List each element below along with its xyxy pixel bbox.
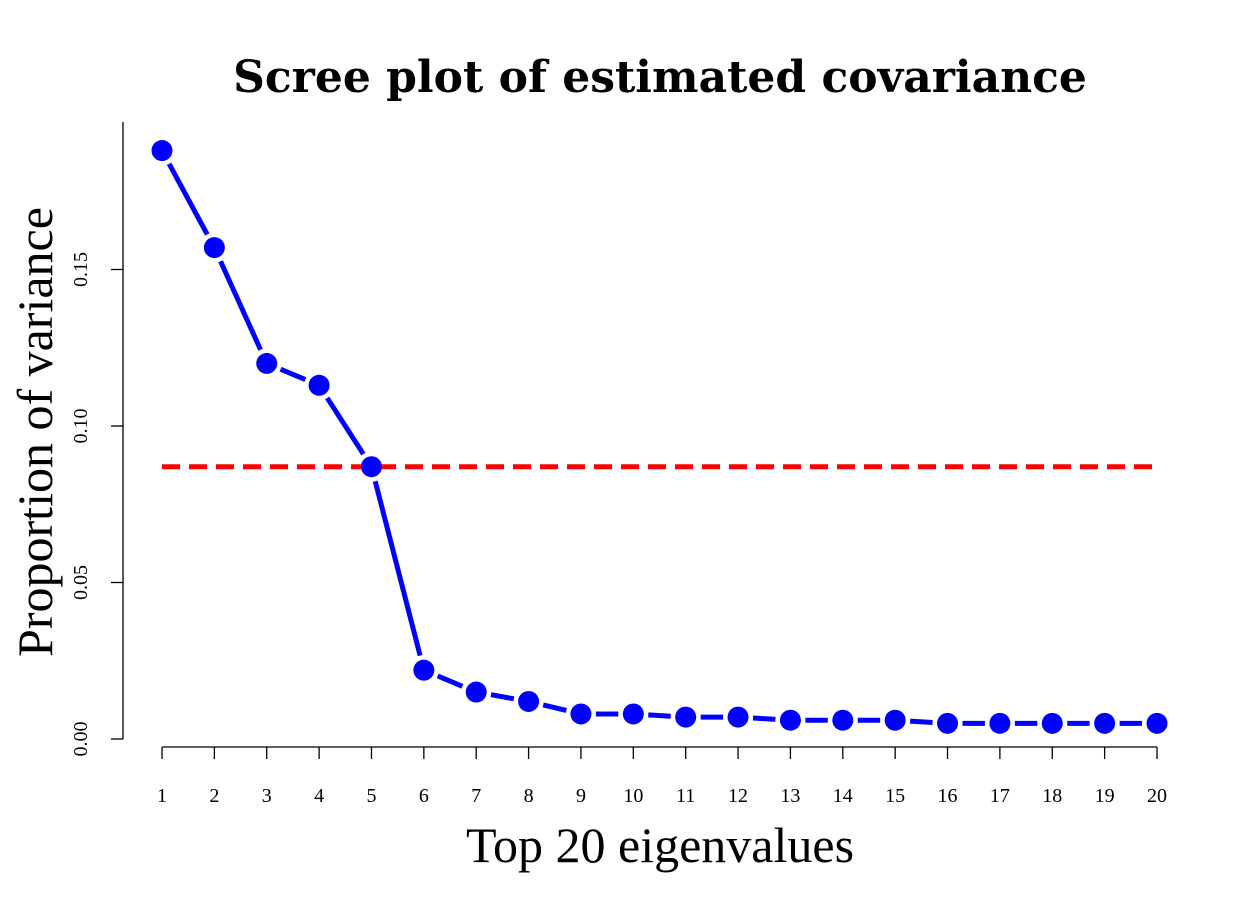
data-point: [989, 712, 1011, 734]
data-point: [360, 456, 382, 478]
x-tick-label: 5: [366, 785, 376, 807]
series-line-segment: [436, 673, 464, 689]
series-line-segment: [490, 692, 515, 702]
x-tick-label: 13: [780, 785, 800, 807]
y-axis-label: Proportion of variance: [7, 207, 63, 657]
data-point: [779, 709, 801, 731]
x-tick-label: 17: [990, 785, 1010, 807]
data-point: [1094, 712, 1116, 734]
data-point: [884, 709, 906, 731]
x-tick-label: 6: [419, 785, 429, 807]
data-point: [570, 703, 592, 725]
x-tick-label: 14: [833, 785, 853, 807]
x-tick-label: 15: [885, 785, 905, 807]
y-tick-label: 0.00: [70, 722, 92, 757]
series-line-segment: [648, 712, 671, 719]
data-point: [256, 352, 278, 374]
data-point: [937, 712, 959, 734]
x-tick-label: 2: [209, 785, 219, 807]
x-tick-label: 11: [676, 785, 695, 807]
data-point: [203, 237, 225, 259]
x-tick-label: 3: [262, 785, 272, 807]
series-line-segment: [909, 718, 933, 725]
data-point: [832, 709, 854, 731]
series-line-segment: [279, 366, 307, 382]
data-point: [465, 681, 487, 703]
x-tick-label: 8: [524, 785, 534, 807]
x-axis: 1 2 3 4 5 6 7 8 9 10 11 12 13 14 15 16 17 18 19 20: [157, 746, 1167, 807]
x-tick-label: 12: [728, 785, 748, 807]
x-tick-label: 20: [1147, 785, 1167, 807]
x-tick-label: 19: [1095, 785, 1115, 807]
x-tick-label: 4: [314, 785, 324, 807]
y-tick-label: 0.15: [70, 252, 92, 287]
x-tick-label: 16: [938, 785, 958, 807]
chart-title: Scree plot of estimated covariance: [233, 52, 1087, 103]
x-tick-label: 1: [157, 785, 167, 807]
x-tick-label: 7: [471, 785, 481, 807]
x-axis-label: Top 20 eigenvalues: [466, 817, 854, 873]
data-point: [151, 140, 173, 162]
data-point: [1041, 712, 1063, 734]
series-line-segment: [542, 702, 567, 713]
data-point: [308, 374, 330, 396]
data-point: [518, 690, 540, 712]
series-line-segment: [218, 260, 263, 351]
series-line-segment: [325, 396, 366, 456]
series-layer: [151, 140, 1168, 734]
data-point: [413, 659, 435, 681]
x-tick-label: 9: [576, 785, 586, 807]
x-tick-label: 18: [1042, 785, 1062, 807]
series-line-segment: [166, 162, 210, 236]
data-point: [727, 706, 749, 728]
data-point: [622, 703, 644, 725]
y-axis: 0.00 0.05 0.10 0.15: [70, 122, 124, 757]
x-tick-label: 10: [623, 785, 643, 807]
series-line-segment: [752, 715, 776, 722]
y-tick-label: 0.10: [70, 409, 92, 444]
data-point: [1146, 712, 1168, 734]
data-point: [675, 706, 697, 728]
series-line-segment: [372, 480, 423, 657]
y-tick-label: 0.05: [70, 565, 92, 600]
